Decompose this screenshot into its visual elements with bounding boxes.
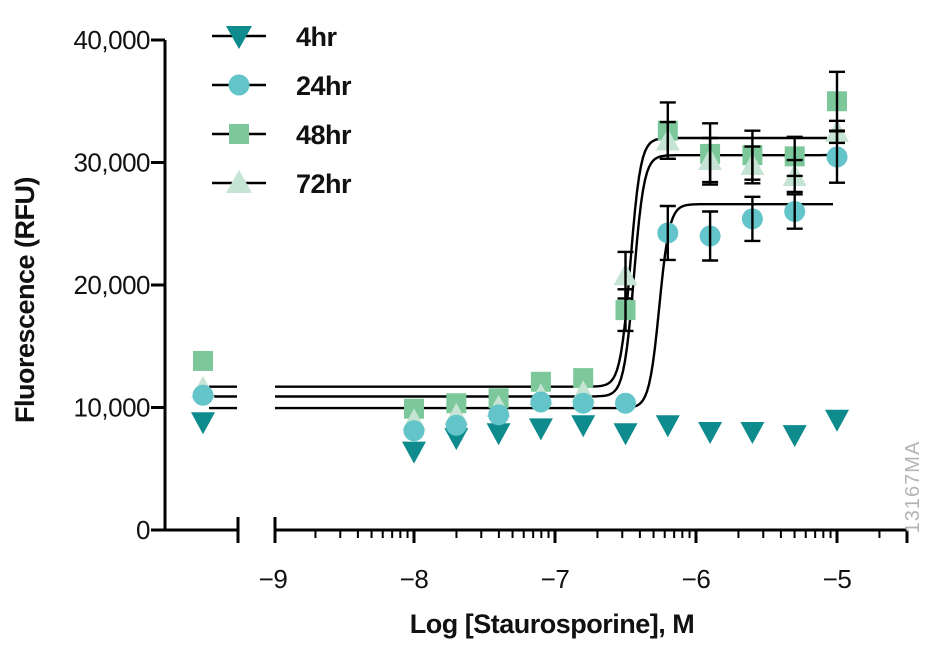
legend-marker-triangle-down-icon <box>226 26 252 49</box>
x-tick-label: −7 <box>541 564 570 594</box>
legend-label: 72hr <box>296 169 352 199</box>
data-point-4hr <box>825 409 849 432</box>
data-point-24hr <box>488 404 510 426</box>
y-tick-label: 10,000 <box>73 393 150 423</box>
legend-item-72hr: 72hr <box>212 169 353 199</box>
legend-item-48hr: 48hr <box>212 120 353 150</box>
data-point-4hr <box>655 415 680 438</box>
data-point-4hr-control <box>191 412 215 435</box>
data-point-4hr <box>613 423 638 446</box>
data-point-4hr <box>571 415 596 438</box>
data-point-24hr <box>615 392 636 414</box>
legend-item-24hr: 24hr <box>212 71 353 101</box>
y-tick-label: 40,000 <box>73 25 150 55</box>
data-point-24hr-control <box>192 384 214 406</box>
data-point-4hr <box>486 423 511 446</box>
data-point-48hr <box>573 368 594 389</box>
x-tick-label: −6 <box>682 564 711 594</box>
data-point-24hr <box>572 392 594 414</box>
fit-curve-24hr <box>209 203 833 410</box>
legend-item-4hr: 4hr <box>212 22 338 52</box>
data-point-24hr <box>530 391 552 413</box>
fit-curve-48hr <box>209 136 827 388</box>
legend-marker-square-icon <box>229 124 249 144</box>
legend-label: 4hr <box>296 22 338 52</box>
data-point-24hr <box>403 420 425 442</box>
x-tick-label: −8 <box>400 564 429 594</box>
x-tick-label: −5 <box>823 564 852 594</box>
y-tick-label: 30,000 <box>73 148 150 178</box>
x-tick-label: −9 <box>259 564 288 594</box>
data-point-4hr <box>528 418 553 441</box>
watermark-code: 13167MA <box>902 441 924 534</box>
y-tick-label: 20,000 <box>73 270 150 300</box>
y-tick-label: 0 <box>136 515 150 545</box>
data-point-48hr <box>530 371 551 392</box>
data-point-48hr-control <box>193 350 213 371</box>
data-point-24hr <box>445 414 467 436</box>
data-point-4hr <box>698 422 723 444</box>
legend-label: 24hr <box>296 71 352 101</box>
legend-marker-triangle-up-icon <box>226 170 252 193</box>
data-point-4hr <box>740 422 765 444</box>
data-point-4hr <box>782 425 807 448</box>
x-axis-title: Log [Staurosporine], M <box>410 609 694 639</box>
legend-label: 48hr <box>296 120 352 150</box>
legend-marker-circle-icon <box>228 74 250 96</box>
y-axis-title: Fluorescence (RFU) <box>10 177 40 423</box>
data-point-4hr <box>402 441 426 464</box>
